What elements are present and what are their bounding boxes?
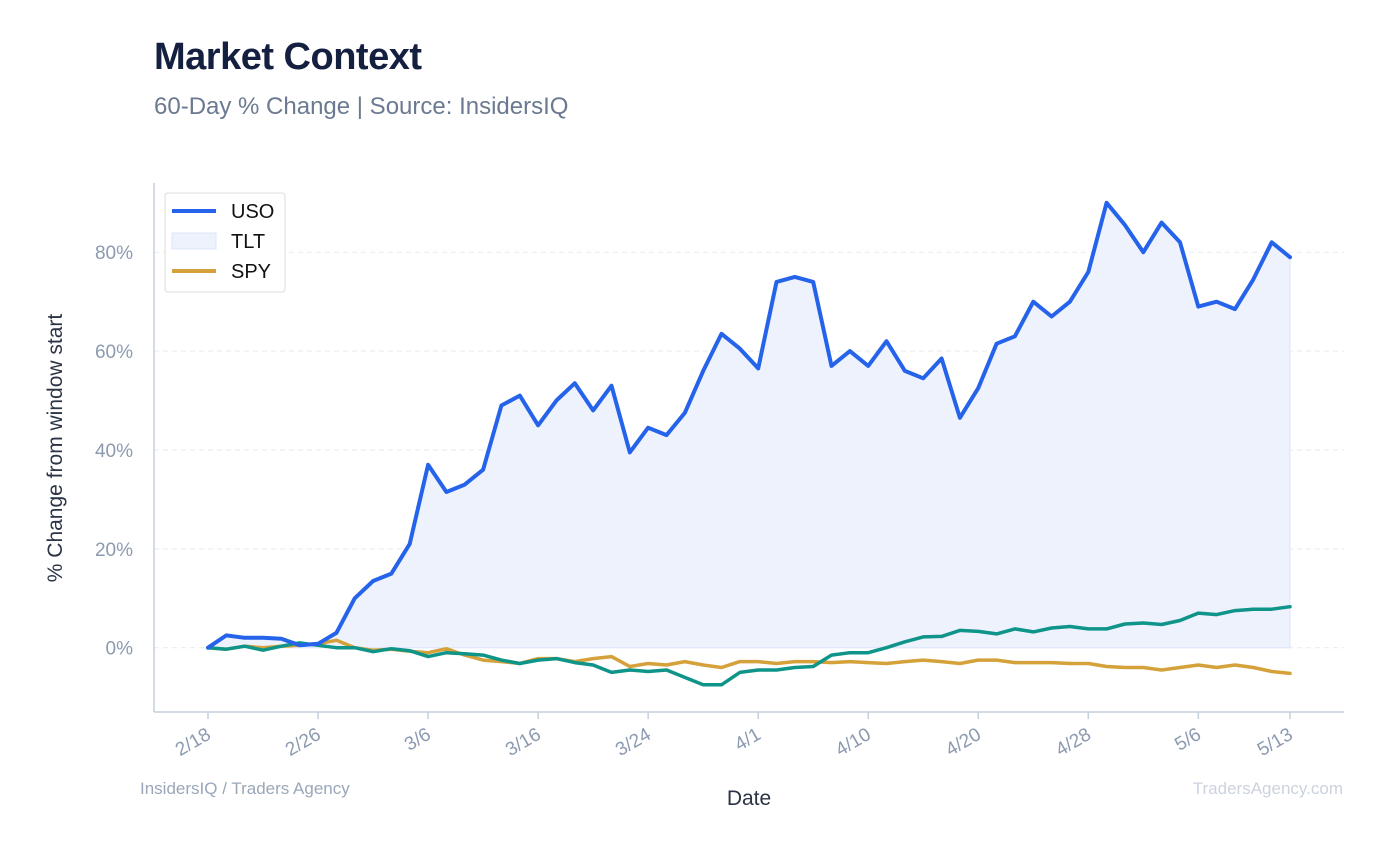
chart-title: Market Context [154,36,422,78]
y-tick-label: 60% [95,342,133,363]
series-line-uso [206,200,1292,650]
x-tick-label: 2/26 [282,724,325,761]
x-tick-label: 4/28 [1052,724,1095,761]
y-tick-label: 40% [95,441,133,462]
x-tick-label: 5/13 [1254,724,1297,761]
x-axis-label: Date [727,787,771,810]
x-tick-label: 4/20 [942,724,985,761]
legend-label-spy: SPY [231,261,271,283]
footer-credit: InsidersIQ / Traders Agency [140,779,350,798]
legend-label-tlt: TLT [231,231,265,253]
line-layer [206,200,1292,687]
legend-swatch-tlt [171,232,217,250]
x-tick-label: 4/1 [731,724,764,755]
legend-box [164,192,286,293]
x-tick-label: 3/6 [401,724,434,755]
footer-watermark: TradersAgency.com [1192,779,1343,798]
y-tick-label: 0% [106,639,134,660]
legend-label-uso: USO [231,201,274,223]
series-line-unlabeled [206,604,1292,687]
x-tick-label: 4/10 [832,724,875,761]
legend: USO TLT SPY [164,192,286,293]
x-tick-label: 2/18 [172,724,215,761]
axes [153,183,1344,719]
y-tick-label: 80% [95,243,133,264]
x-tick-label: 5/6 [1171,724,1204,755]
y-axis-label: % Change from window start [44,314,67,583]
y-tick-label: 20% [95,540,133,561]
chart-subtitle: 60-Day % Change | Source: InsidersIQ [154,93,569,120]
x-tick-label: 3/24 [612,724,655,761]
x-tick-label: 3/16 [502,724,545,761]
